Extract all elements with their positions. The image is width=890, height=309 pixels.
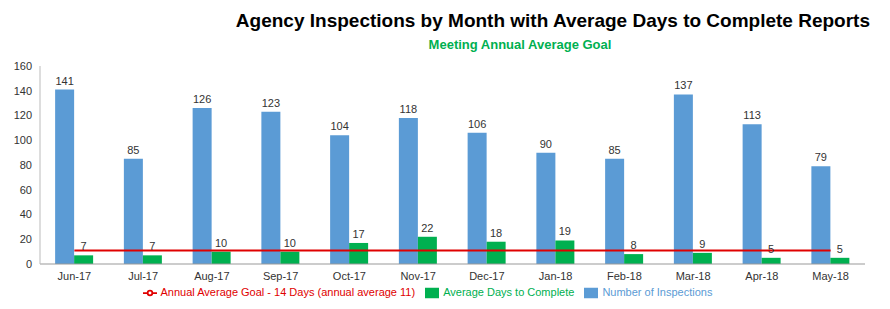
svg-text:160: 160 [14,60,32,72]
svg-text:Aug-17: Aug-17 [194,270,229,282]
svg-text:Jan-18: Jan-18 [539,270,573,282]
svg-text:5: 5 [837,243,843,255]
svg-text:Nov-17: Nov-17 [400,270,435,282]
svg-text:137: 137 [674,79,692,91]
svg-text:9: 9 [699,238,705,250]
svg-text:May-18: May-18 [812,270,849,282]
html-text:Average Days to Complete: Average Days to Complete [443,286,575,298]
svg-text:Sep-17: Sep-17 [263,270,298,282]
svg-text:Oct-17: Oct-17 [333,270,366,282]
svg-text:80: 80 [20,159,32,171]
svg-text:Apr-18: Apr-18 [745,270,778,282]
svg-text:85: 85 [127,144,139,156]
svg-text:40: 40 [20,208,32,220]
svg-text:120: 120 [14,109,32,121]
svg-text:90: 90 [540,138,552,150]
html-text:Meeting Annual Average Goal: Meeting Annual Average Goal [428,37,612,52]
svg-text:123: 123 [262,97,280,109]
svg-text:10: 10 [284,237,296,249]
svg-text:Mar-18: Mar-18 [676,270,711,282]
svg-text:106: 106 [468,118,486,130]
html-text:Agency Inspections by Month wi: Agency Inspections by Month with Average… [235,10,870,31]
svg-text:17: 17 [353,228,365,240]
svg-text:7: 7 [81,240,87,252]
svg-text:126: 126 [193,93,211,105]
svg-text:79: 79 [815,151,827,163]
svg-text:140: 140 [14,85,32,97]
svg-text:100: 100 [14,134,32,146]
svg-text:20: 20 [20,233,32,245]
svg-text:10: 10 [215,237,227,249]
svg-text:18: 18 [490,227,502,239]
svg-text:141: 141 [55,75,73,87]
svg-text:104: 104 [330,120,348,132]
svg-text:Jul-17: Jul-17 [128,270,158,282]
svg-text:19: 19 [559,225,571,237]
svg-text:118: 118 [400,103,418,115]
svg-text:22: 22 [421,222,433,234]
svg-text:5: 5 [768,243,774,255]
svg-text:0: 0 [26,258,32,270]
html-text:Annual Average Goal - 14 Days: Annual Average Goal - 14 Days (annual av… [160,286,416,298]
svg-text:Feb-18: Feb-18 [607,270,642,282]
svg-text:Jun-17: Jun-17 [58,270,92,282]
svg-text:60: 60 [20,184,32,196]
html-text:Number of Inspections: Number of Inspections [602,286,713,298]
svg-text:Dec-17: Dec-17 [469,270,504,282]
svg-text:7: 7 [149,240,155,252]
svg-text:8: 8 [631,239,637,251]
svg-text:85: 85 [609,144,621,156]
svg-text:113: 113 [743,109,761,121]
